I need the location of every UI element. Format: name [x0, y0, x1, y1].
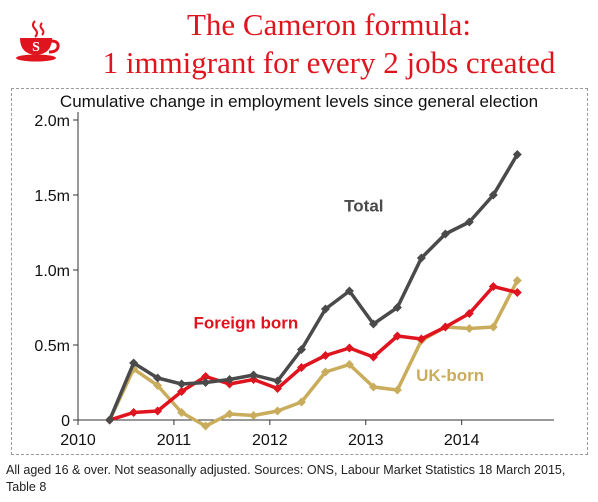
- logo-letter: S: [32, 40, 40, 55]
- data-point: [273, 384, 283, 393]
- series-line-foreign-born: [109, 284, 518, 422]
- data-point: [201, 421, 211, 431]
- y-tick-label: 0: [61, 413, 70, 430]
- series-label: Foreign born: [193, 314, 298, 333]
- data-point: [105, 415, 115, 425]
- headline-line-2: 1 immigrant for every 2 jobs created: [102, 45, 556, 80]
- data-point: [440, 322, 450, 332]
- chart-title: Cumulative change in employment levels s…: [59, 92, 539, 111]
- data-point: [392, 385, 402, 395]
- data-point: [392, 303, 402, 312]
- data-point: [368, 352, 378, 362]
- data-point: [273, 406, 283, 416]
- data-point: [153, 373, 163, 383]
- data-point: [177, 387, 187, 396]
- data-point: [512, 276, 522, 285]
- chart-frame: [11, 88, 588, 455]
- footnote: All aged 16 & over. Not seasonally adjus…: [6, 463, 566, 494]
- y-tick-label: 2.0m: [34, 113, 70, 130]
- x-tick-label: 2013: [348, 432, 384, 449]
- data-point: [129, 358, 139, 368]
- data-point: [344, 360, 354, 369]
- data-point: [249, 370, 259, 380]
- data-point: [225, 409, 235, 419]
- steam-icon: [32, 20, 38, 38]
- y-tick-label: 1.0m: [34, 263, 70, 280]
- headline-line-1: The Cameron formula:: [186, 7, 472, 42]
- y-tick-label: 0.5m: [34, 338, 70, 355]
- data-point: [129, 408, 139, 417]
- data-point: [225, 375, 235, 384]
- data-point: [368, 382, 378, 392]
- data-point: [512, 150, 522, 159]
- data-point: [296, 363, 306, 372]
- x-tick-label: 2011: [157, 432, 192, 449]
- data-point: [153, 406, 163, 416]
- headline: The Cameron formula: 1 immigrant for eve…: [70, 6, 588, 82]
- data-point: [320, 351, 330, 360]
- data-point: [488, 190, 498, 200]
- data-point: [296, 345, 306, 354]
- data-point: [320, 367, 330, 377]
- data-point: [177, 379, 187, 389]
- data-point: [416, 253, 426, 263]
- data-point: [512, 288, 522, 297]
- data-point: [416, 334, 426, 344]
- x-tick-label: 2010: [60, 432, 96, 449]
- data-point: [153, 381, 163, 390]
- data-point: [273, 376, 283, 386]
- data-point: [177, 408, 187, 417]
- data-point: [464, 324, 474, 333]
- x-tick-label: 2014: [444, 432, 480, 449]
- series-label: Total: [344, 197, 383, 216]
- series-label: UK-born: [416, 366, 484, 385]
- teacup-logo-icon: S: [16, 20, 60, 62]
- data-point: [488, 282, 498, 291]
- x-tick-label: 2012: [252, 432, 288, 449]
- data-point: [440, 229, 450, 239]
- data-point: [296, 397, 306, 407]
- series-line-uk-born: [108, 279, 519, 428]
- data-point: [201, 378, 211, 387]
- data-point: [464, 309, 474, 318]
- data-point: [392, 331, 402, 341]
- data-point: [344, 343, 354, 353]
- data-point: [201, 372, 211, 381]
- data-point: [488, 322, 498, 332]
- data-point: [249, 411, 259, 420]
- data-point: [464, 217, 474, 227]
- series-line-total: [108, 153, 519, 421]
- y-tick-label: 1.5m: [34, 188, 70, 205]
- data-point: [344, 286, 354, 296]
- data-point: [320, 304, 330, 314]
- data-point: [368, 319, 378, 329]
